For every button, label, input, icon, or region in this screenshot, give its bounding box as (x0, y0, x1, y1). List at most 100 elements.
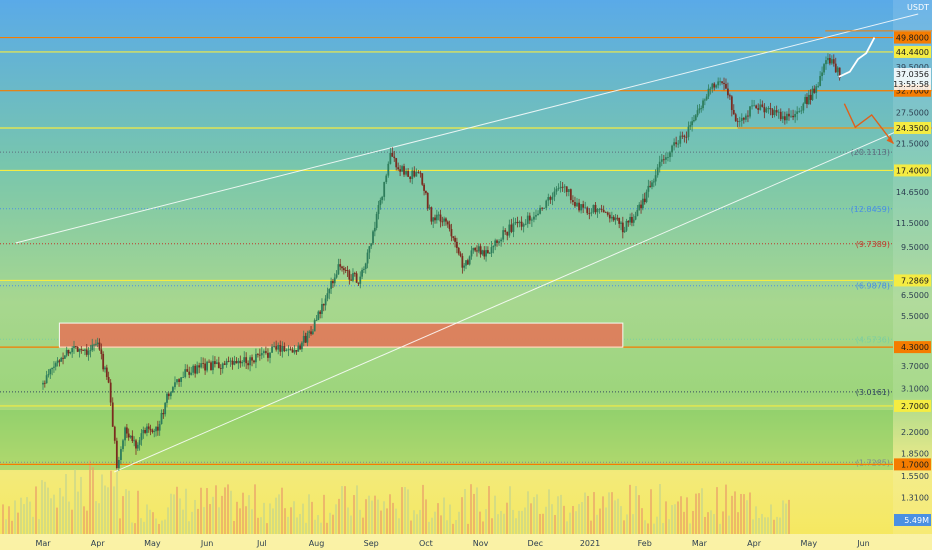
candle-body (751, 105, 753, 107)
level-tag (894, 458, 931, 471)
candle-body (53, 366, 55, 368)
candle-body (111, 402, 114, 427)
volume-bar (545, 506, 547, 534)
candle-body (794, 113, 797, 118)
volume-bar (446, 520, 448, 534)
candle-body (553, 191, 556, 197)
candle-body (125, 427, 128, 434)
y-tick-label: 6.5000 (901, 291, 929, 300)
volume-bar (14, 500, 16, 534)
volume-bar (8, 506, 10, 534)
candle-body (243, 357, 246, 362)
candle-body (361, 269, 363, 277)
volume-bar (527, 491, 529, 534)
volume-bar (110, 470, 112, 534)
volume-bar (422, 484, 424, 534)
fibonacci-lines: (20.1113) (12.8459) (9.7389) (6.9878) (4.573… (0, 148, 893, 467)
candle-body (341, 266, 343, 269)
volume-bar (683, 511, 685, 534)
level-tag (894, 274, 931, 287)
level-tag-label: 32.7000 (896, 87, 929, 96)
y-tick-label: 14.6500 (896, 188, 929, 197)
volume-bar (59, 487, 61, 534)
fib-label: (12.8459) (851, 205, 890, 214)
level-tag (894, 164, 931, 177)
volume-bar (200, 487, 202, 534)
candle-body (178, 379, 180, 382)
volume-bar (290, 507, 292, 534)
volume-bar (293, 501, 295, 534)
candle-body (359, 276, 362, 284)
volume-bar (227, 484, 229, 534)
candle-body (306, 332, 309, 343)
candle-body (713, 83, 716, 88)
volume-bar (713, 514, 715, 534)
candle-body (775, 110, 778, 113)
level-tag (894, 45, 931, 58)
candle-body (632, 219, 635, 223)
volume-bar (449, 504, 451, 534)
candle-body (640, 204, 642, 209)
candle-body (645, 191, 648, 203)
candle-body (180, 377, 183, 382)
candle-body (227, 360, 230, 362)
volume-bar (53, 494, 55, 534)
volume-bar (575, 511, 577, 534)
candle-body (809, 94, 812, 100)
volume-bar (629, 484, 631, 534)
volume-bar (29, 501, 31, 534)
volume-bar (272, 508, 274, 534)
candle-body (763, 106, 766, 113)
candle-body (574, 202, 576, 207)
candle-body (533, 216, 535, 220)
volume-bar (536, 494, 538, 534)
candle-body (348, 270, 351, 280)
volume-bar (602, 496, 604, 534)
candle-body (147, 426, 150, 429)
candle-body (555, 188, 558, 192)
candle-body (417, 172, 420, 173)
candle-body (736, 120, 739, 122)
candle-body (174, 382, 176, 388)
zones (58, 322, 624, 348)
volume-bar (104, 485, 106, 534)
candle-body (76, 346, 79, 352)
candle-body (113, 426, 116, 441)
volume-bar (656, 516, 658, 534)
candle-body (350, 279, 353, 281)
volume-bar (149, 509, 151, 534)
candle-body (671, 145, 673, 153)
resistance-zone (58, 322, 624, 348)
volume-bar (506, 502, 508, 534)
candle-body (80, 349, 83, 351)
candle-body (738, 120, 741, 122)
candle-body (397, 167, 400, 170)
level-tag-label: 4.3000 (901, 343, 929, 352)
volume-bar (248, 495, 250, 534)
candle-body (237, 360, 240, 364)
candle-body (623, 230, 626, 233)
candle-body (409, 176, 412, 179)
candle-body (502, 230, 505, 240)
candle-body (457, 247, 460, 254)
volume-bar (344, 486, 346, 534)
volume-bar (302, 503, 304, 534)
candle-body (297, 345, 300, 352)
candle-body (423, 184, 425, 191)
volume-bar (341, 486, 343, 534)
candle-body (518, 221, 521, 224)
candle-body (445, 218, 447, 222)
volume-bar (419, 509, 421, 534)
candle-body (206, 361, 208, 371)
candle-body (74, 346, 77, 347)
candle-body (366, 252, 369, 264)
y-tick-label: 27.5000 (896, 109, 929, 118)
candle-body (260, 353, 263, 356)
candle-body (219, 368, 222, 369)
fib-label: (9.7389) (856, 240, 890, 249)
candle-body (233, 361, 236, 365)
volume-bar (722, 511, 724, 534)
current-price-tag (894, 67, 931, 90)
candle-body (142, 430, 145, 434)
